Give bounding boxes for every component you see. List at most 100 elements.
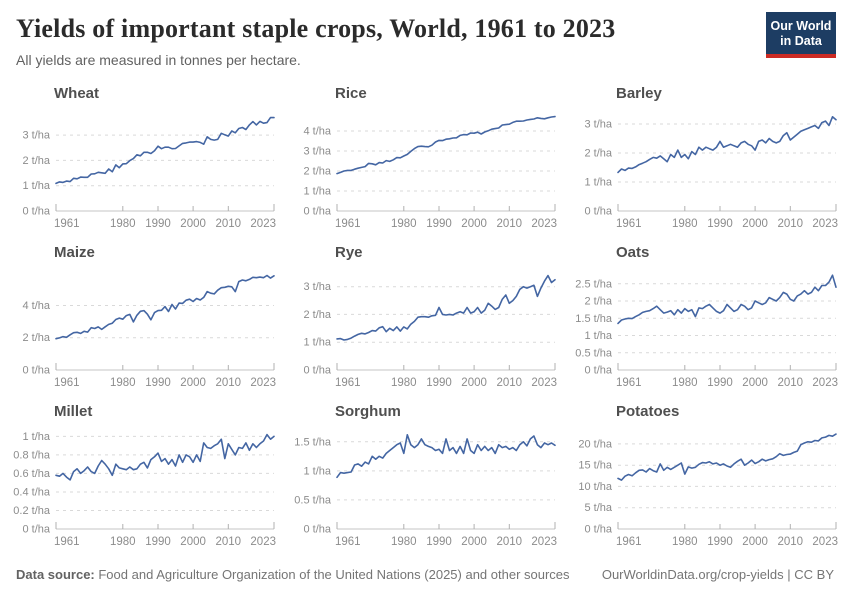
svg-text:0 t/ha: 0 t/ha [22,365,50,377]
svg-text:1961: 1961 [616,218,642,230]
svg-text:2010: 2010 [778,377,804,389]
svg-text:2 t/ha: 2 t/ha [22,332,50,344]
svg-text:0 t/ha: 0 t/ha [22,206,50,218]
chart-title-wheat: Wheat [54,85,99,102]
svg-text:2010: 2010 [497,536,523,548]
svg-text:1 t/ha: 1 t/ha [584,330,612,342]
svg-text:0.8 t/ha: 0.8 t/ha [13,449,51,461]
svg-text:5 t/ha: 5 t/ha [584,502,612,514]
svg-text:0.5 t/ha: 0.5 t/ha [294,494,332,506]
chart-rye: Rye 0 t/ha 1 t/ha 2 t/ha 3 t/ha 1961 1980 1990… [289,244,561,396]
svg-text:1990: 1990 [145,377,171,389]
svg-text:0 t/ha: 0 t/ha [303,206,331,218]
chart-wheat: Wheat 0 t/ha 1 t/ha 2 t/ha 3 t/ha 1961 1980 19… [8,85,280,237]
svg-text:20 t/ha: 20 t/ha [578,438,613,450]
svg-text:2 t/ha: 2 t/ha [303,166,331,178]
svg-text:2000: 2000 [180,536,206,548]
svg-text:2000: 2000 [180,377,206,389]
svg-text:2000: 2000 [461,377,487,389]
svg-text:1961: 1961 [616,536,642,548]
owid-logo-line1: Our World [770,19,832,33]
svg-text:1980: 1980 [110,377,136,389]
svg-text:1980: 1980 [391,218,417,230]
svg-text:0 t/ha: 0 t/ha [584,524,612,536]
svg-text:2023: 2023 [812,218,838,230]
millet-line-chart: 0 t/ha 0.2 t/ha 0.4 t/ha 0.6 t/ha 0.8 t/ha 1 … [13,431,276,548]
chart-potatoes: Potatoes 0 t/ha 5 t/ha 10 t/ha 15 t/ha 20 t/… [570,403,842,555]
svg-text:2.5 t/ha: 2.5 t/ha [575,278,613,290]
svg-text:1980: 1980 [110,536,136,548]
header: Yields of important staple crops, World,… [0,0,850,80]
owid-logo[interactable]: Our World in Data [766,12,836,58]
svg-text:1980: 1980 [110,218,136,230]
rye-line-chart: 0 t/ha 1 t/ha 2 t/ha 3 t/ha 1961 1980 1990 2000… [303,274,557,389]
svg-text:3 t/ha: 3 t/ha [303,281,331,293]
barley-line-chart: 0 t/ha 1 t/ha 2 t/ha 3 t/ha 1961 1980 1990 2000… [584,116,838,230]
chart-millet: Millet 0 t/ha 0.2 t/ha 0.4 t/ha 0.6 t/ha 0.8… [8,403,280,555]
owid-logo-line2: in Data [780,34,822,48]
chart-title-maize: Maize [54,244,95,261]
svg-text:1990: 1990 [707,218,733,230]
svg-text:2 t/ha: 2 t/ha [584,296,612,308]
charts-grid: Wheat 0 t/ha 1 t/ha 2 t/ha 3 t/ha 1961 1980 19… [0,85,850,555]
chart-title-barley: Barley [616,85,662,102]
svg-text:2023: 2023 [250,218,276,230]
chart-barley: Barley 0 t/ha 1 t/ha 2 t/ha 3 t/ha 1961 1980 1… [570,85,842,237]
data-source-label: Data source: [16,567,95,582]
chart-rice: Rice 0 t/ha 1 t/ha 2 t/ha 3 t/ha 4 t/ha 1961 1… [289,85,561,237]
svg-text:1 t/ha: 1 t/ha [22,431,50,443]
svg-text:1980: 1980 [391,377,417,389]
svg-text:1961: 1961 [616,377,642,389]
svg-text:2010: 2010 [497,377,523,389]
svg-text:1 t/ha: 1 t/ha [303,465,331,477]
rice-line-chart: 0 t/ha 1 t/ha 2 t/ha 3 t/ha 4 t/ha 1961 1980 19… [303,115,557,230]
svg-text:1980: 1980 [672,218,698,230]
svg-text:2000: 2000 [742,377,768,389]
svg-text:2010: 2010 [778,218,804,230]
svg-text:1980: 1980 [672,536,698,548]
page-subtitle: All yields are measured in tonnes per he… [16,52,301,68]
svg-text:2023: 2023 [812,536,838,548]
svg-text:1980: 1980 [391,536,417,548]
svg-text:2023: 2023 [531,536,557,548]
maize-line-chart: 0 t/ha 2 t/ha 4 t/ha 1961 1980 1990 2000 2010 20… [22,274,276,389]
svg-text:2023: 2023 [812,377,838,389]
chart-title-millet: Millet [54,403,93,420]
citation-link[interactable]: OurWorldinData.org/crop-yields | CC BY [601,567,834,582]
svg-text:0 t/ha: 0 t/ha [584,206,612,218]
svg-text:2010: 2010 [216,218,242,230]
svg-text:10 t/ha: 10 t/ha [578,481,613,493]
svg-text:3 t/ha: 3 t/ha [22,130,50,142]
svg-text:2010: 2010 [778,536,804,548]
svg-text:2000: 2000 [461,218,487,230]
svg-text:2010: 2010 [216,536,242,548]
svg-text:2000: 2000 [742,218,768,230]
svg-text:2000: 2000 [461,536,487,548]
svg-text:0 t/ha: 0 t/ha [584,365,612,377]
chart-title-oats: Oats [616,244,650,261]
svg-text:4 t/ha: 4 t/ha [303,126,331,138]
svg-text:1961: 1961 [54,536,80,548]
svg-text:1990: 1990 [426,377,452,389]
svg-text:1990: 1990 [145,536,171,548]
svg-text:2023: 2023 [250,536,276,548]
svg-text:2023: 2023 [531,218,557,230]
svg-text:1990: 1990 [707,377,733,389]
svg-text:0.6 t/ha: 0.6 t/ha [13,468,51,480]
svg-text:2 t/ha: 2 t/ha [303,309,331,321]
data-source-text: Food and Agriculture Organization of the… [94,567,570,582]
svg-text:4 t/ha: 4 t/ha [22,300,50,312]
svg-text:2000: 2000 [180,218,206,230]
svg-text:2010: 2010 [497,218,523,230]
svg-text:1990: 1990 [426,536,452,548]
svg-text:1.5 t/ha: 1.5 t/ha [575,313,613,325]
svg-text:0 t/ha: 0 t/ha [303,365,331,377]
sorghum-line-chart: 0 t/ha 0.5 t/ha 1 t/ha 1.5 t/ha 1961 1980 1990… [294,434,557,548]
svg-text:15 t/ha: 15 t/ha [578,460,613,472]
footer: Data source: Food and Agriculture Organi… [0,555,850,582]
svg-text:1990: 1990 [426,218,452,230]
svg-text:0.4 t/ha: 0.4 t/ha [13,487,51,499]
svg-text:0.5 t/ha: 0.5 t/ha [575,347,613,359]
chart-title-sorghum: Sorghum [335,403,401,420]
svg-text:3 t/ha: 3 t/ha [303,146,331,158]
